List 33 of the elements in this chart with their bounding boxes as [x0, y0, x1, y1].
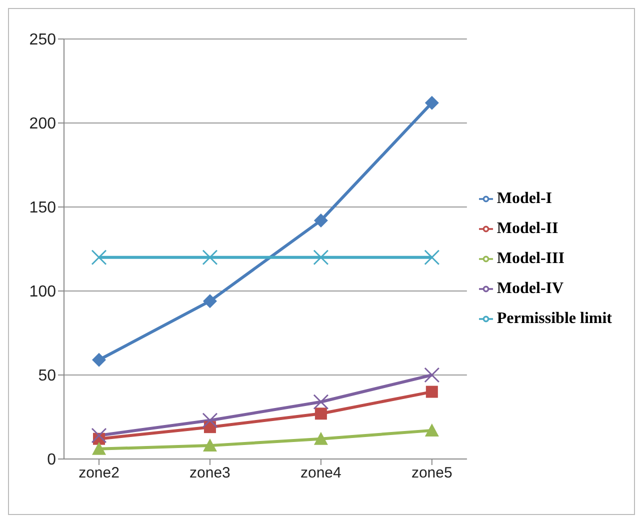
point [313, 394, 329, 410]
x-tick-label: zone2 [78, 464, 120, 482]
point [91, 428, 107, 444]
legend-label: Model-III [496, 250, 564, 267]
point [92, 352, 106, 367]
legend-label: Model-II [496, 220, 558, 237]
point [314, 408, 327, 420]
point [202, 294, 217, 308]
point [202, 438, 217, 452]
point [314, 432, 328, 445]
point [424, 423, 439, 436]
legend-label: Permissible limit [496, 310, 612, 327]
y-tick-label: 50 [38, 368, 56, 385]
point [426, 386, 438, 398]
point [424, 250, 440, 266]
y-tick-label: 150 [29, 200, 56, 217]
y-tick-label: 200 [29, 116, 56, 133]
legend-label: Model-IV [496, 280, 564, 297]
x-tick-label: zone4 [300, 464, 342, 482]
x-tick-label: zone5 [411, 464, 452, 482]
y-tick-label: 100 [29, 284, 56, 301]
y-tick-label: 250 [29, 32, 56, 49]
point [92, 442, 106, 455]
point [424, 367, 440, 383]
point [313, 250, 329, 266]
point [202, 250, 218, 266]
legend-label: Model-I [496, 190, 552, 207]
point [424, 96, 439, 110]
x-tick-label: zone3 [190, 464, 230, 482]
point [91, 250, 107, 266]
point [202, 412, 218, 428]
point [314, 213, 328, 228]
y-tick-label: 0 [47, 452, 56, 469]
